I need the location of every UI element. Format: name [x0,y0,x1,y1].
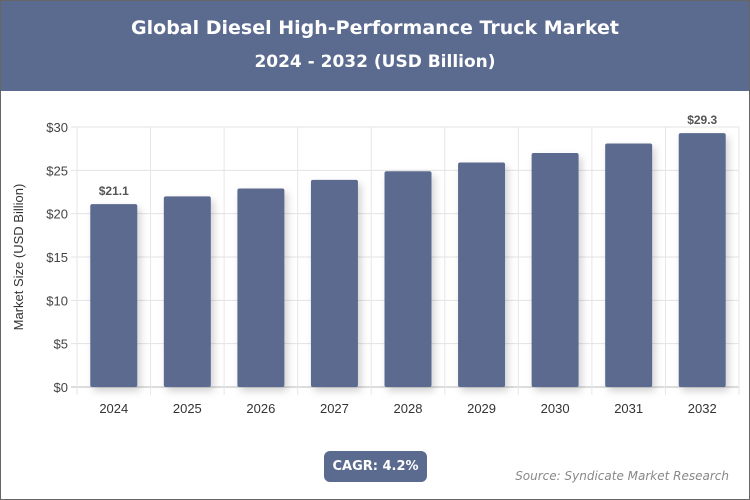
source-note: Source: Syndicate Market Research [515,469,729,483]
y-tick-label: $0 [54,380,68,395]
chart-title: Global Diesel High-Performance Truck Mar… [131,17,619,39]
x-tick-label: 2031 [614,401,643,416]
chart-subtitle: 2024 - 2032 (USD Billion) [254,52,496,72]
x-tick-label: 2030 [541,401,570,416]
bar-2031 [605,143,653,387]
x-tick-label: 2032 [688,401,717,416]
bar-2030 [531,153,579,387]
x-tick-label: 2024 [99,401,128,416]
y-tick-label: $20 [46,207,68,222]
bar-chart: Market Size (USD Billion) $0 $5 $10 $15 $20 $… [11,113,740,416]
y-tick-label: $10 [46,293,68,308]
cagr-badge: CAGR: 4.2% [324,451,427,482]
x-tick-label: 2029 [467,401,496,416]
x-tick-label: 2025 [173,401,202,416]
x-tick-label: 2026 [246,401,275,416]
bar-2032 [678,133,726,387]
chart-header: Global Diesel High-Performance Truck Mar… [1,1,749,91]
data-label: $29.3 [687,113,717,127]
data-label: $21.1 [99,184,129,198]
bar-2025 [163,196,211,387]
x-tick-label: 2027 [320,401,349,416]
bar-2026 [237,188,285,387]
y-axis-label: Market Size (USD Billion) [11,184,26,331]
bar-2028 [384,171,432,387]
bar-2029 [458,162,506,387]
x-tick-label: 2028 [394,401,423,416]
bar-2027 [310,179,358,387]
y-tick-label: $25 [46,163,68,178]
y-tick-label: $5 [54,337,68,352]
y-tick-label: $30 [46,120,68,135]
y-tick-label: $15 [46,250,68,265]
bar-2024 [90,204,138,387]
